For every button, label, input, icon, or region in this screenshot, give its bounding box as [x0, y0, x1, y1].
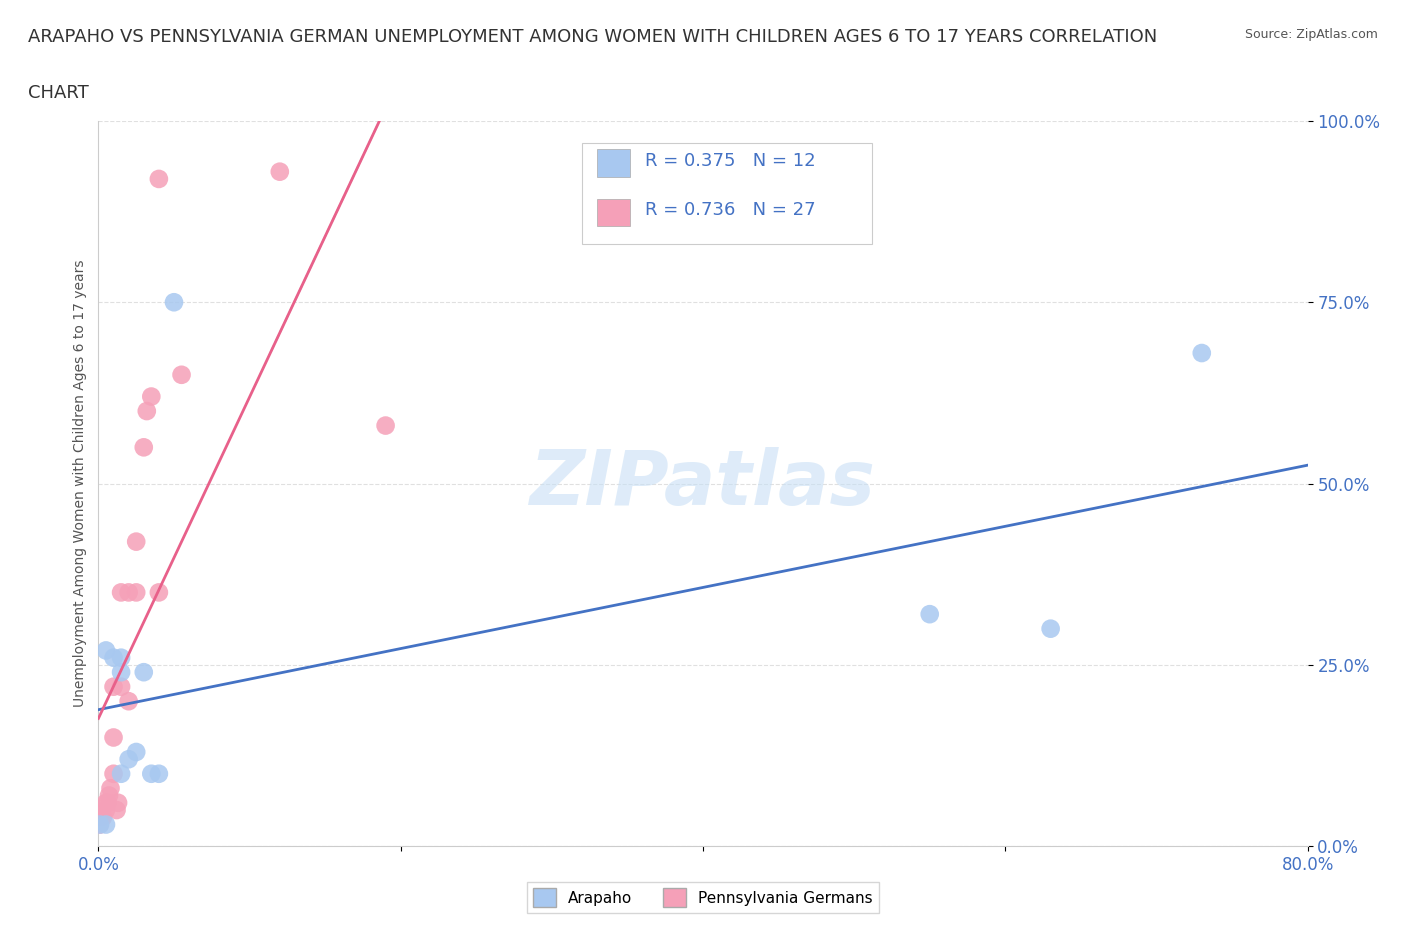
Point [103, 766, 125, 781]
Point [1039, 621, 1062, 636]
Point [107, 795, 129, 810]
FancyBboxPatch shape [582, 142, 872, 245]
Point [89, 817, 111, 832]
Point [94, 643, 117, 658]
Point [132, 665, 155, 680]
Point [125, 585, 148, 600]
Point [163, 295, 186, 310]
Point [94, 817, 117, 832]
Point [110, 650, 132, 665]
FancyBboxPatch shape [596, 149, 630, 177]
Point [141, 389, 163, 404]
Point [103, 650, 125, 665]
Point [100, 781, 122, 796]
Point [125, 534, 148, 549]
Point [118, 751, 141, 766]
Y-axis label: Unemployment Among Women with Children Ages 6 to 17 years: Unemployment Among Women with Children A… [73, 259, 87, 708]
Point [269, 165, 291, 179]
Text: CHART: CHART [28, 84, 89, 101]
Point [94, 803, 117, 817]
Point [91, 810, 114, 825]
Point [98, 788, 121, 803]
FancyBboxPatch shape [596, 198, 630, 226]
Point [96, 795, 118, 810]
Point [89, 817, 111, 832]
Text: ZIPatlas: ZIPatlas [530, 446, 876, 521]
Point [90, 810, 112, 825]
Point [110, 665, 132, 680]
Legend: Arapaho, Pennsylvania Germans: Arapaho, Pennsylvania Germans [527, 883, 879, 913]
Text: Source: ZipAtlas.com: Source: ZipAtlas.com [1244, 28, 1378, 41]
Point [170, 367, 193, 382]
Point [110, 585, 132, 600]
Point [103, 679, 125, 694]
Point [118, 585, 141, 600]
Point [135, 404, 157, 418]
Point [132, 440, 155, 455]
Point [141, 766, 163, 781]
Text: R = 0.375   N = 12: R = 0.375 N = 12 [645, 152, 815, 170]
Text: ARAPAHO VS PENNSYLVANIA GERMAN UNEMPLOYMENT AMONG WOMEN WITH CHILDREN AGES 6 TO : ARAPAHO VS PENNSYLVANIA GERMAN UNEMPLOYM… [28, 28, 1157, 46]
Point [918, 606, 941, 621]
Text: R = 0.736   N = 27: R = 0.736 N = 27 [645, 201, 815, 219]
Point [105, 803, 128, 817]
Point [118, 694, 141, 709]
Point [148, 171, 170, 186]
Point [148, 585, 170, 600]
Point [94, 795, 117, 810]
Point [110, 679, 132, 694]
Point [374, 418, 396, 433]
Point [103, 730, 125, 745]
Point [125, 745, 148, 760]
Point [110, 766, 132, 781]
Point [148, 766, 170, 781]
Point [1191, 346, 1213, 361]
